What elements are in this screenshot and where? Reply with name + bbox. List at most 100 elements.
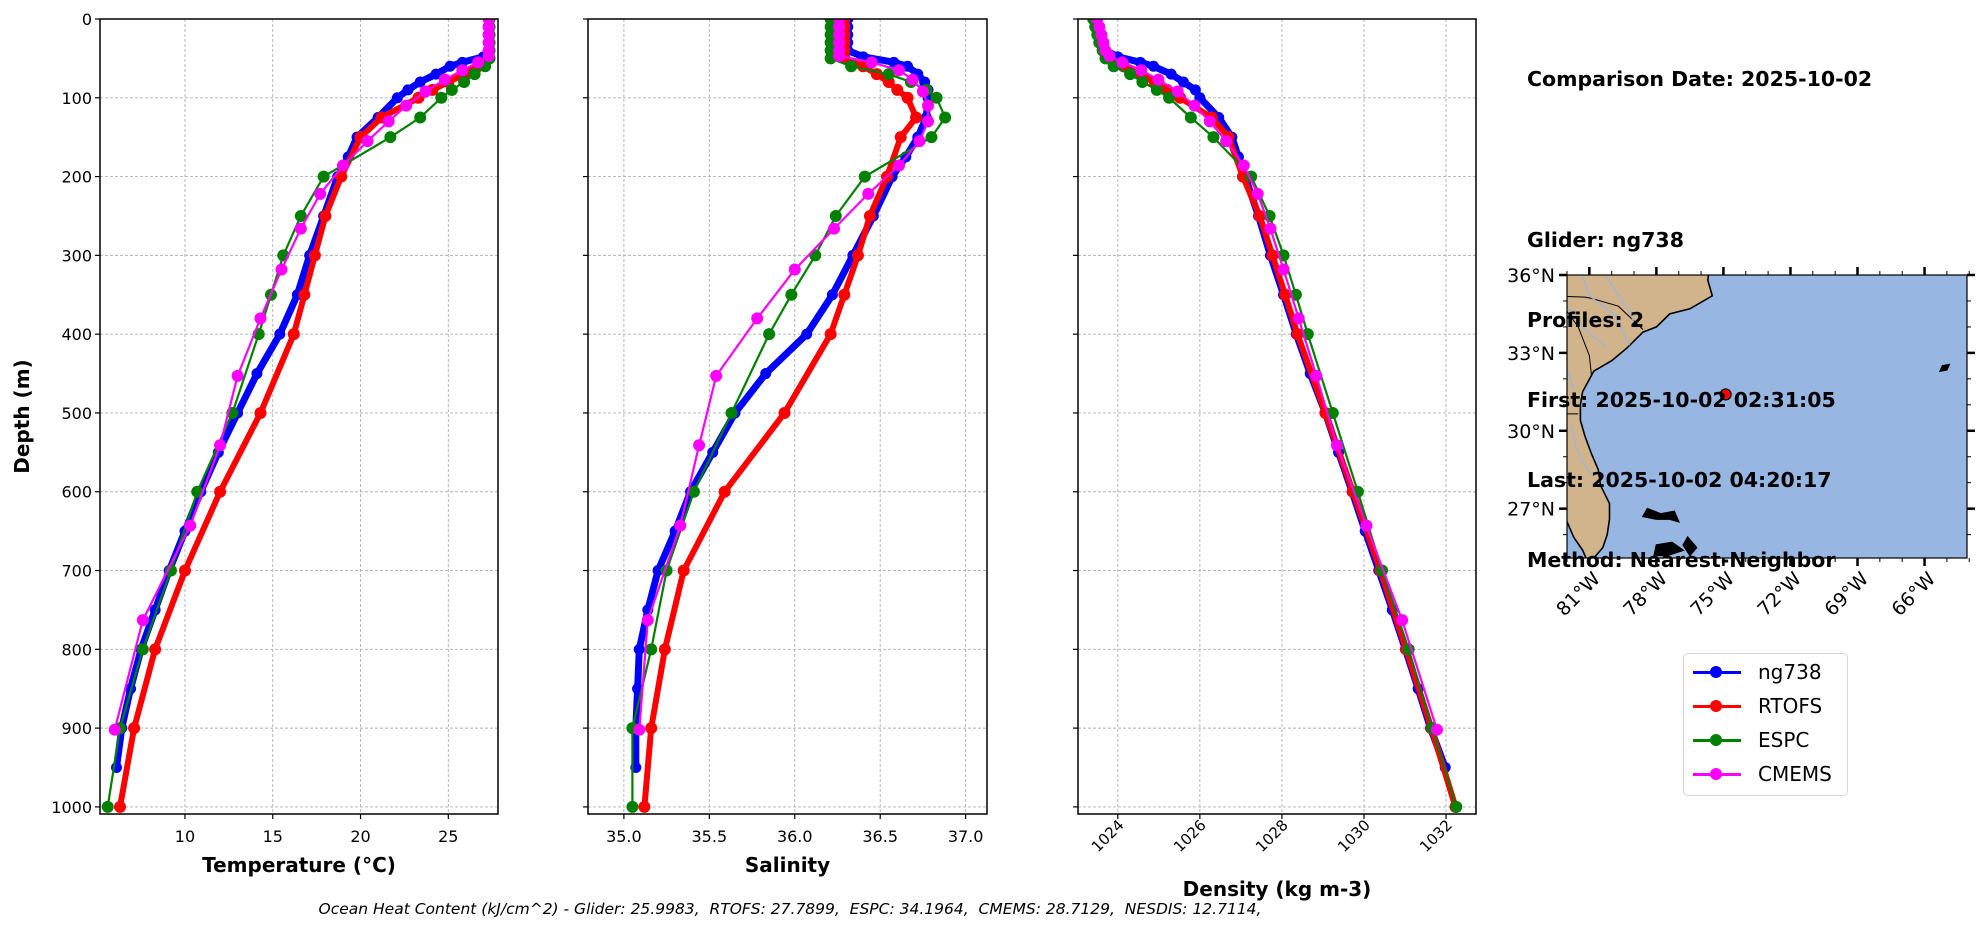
data-point-rtofs	[645, 722, 658, 735]
series-ng738	[1089, 19, 1451, 774]
data-point-ng738	[1177, 76, 1189, 88]
data-point-cmems	[275, 263, 288, 276]
data-point-espc	[1184, 111, 1197, 124]
legend-marker-icon	[1710, 768, 1722, 780]
temperature-series-group	[101, 19, 496, 813]
y-tick-label: 800	[61, 640, 92, 659]
data-point-espc	[414, 111, 427, 124]
interpolation-method: Method: Nearest-Neighbor	[1527, 547, 1836, 572]
data-point-cmems	[862, 187, 875, 200]
data-point-ng738	[826, 289, 838, 301]
x-tick-label: 25	[438, 827, 458, 846]
y-tick-label: 200	[61, 168, 92, 187]
data-point-rtofs	[114, 800, 127, 813]
glider-name: Glider: ng738	[1527, 227, 1684, 252]
data-point-rtofs	[1253, 209, 1266, 222]
y-tick-label: 1000	[51, 798, 92, 817]
data-point-ng738	[251, 368, 263, 380]
data-point-espc	[1124, 68, 1137, 81]
data-point-cmems	[833, 50, 846, 63]
data-point-rtofs	[891, 83, 904, 96]
data-point-espc	[829, 209, 842, 222]
data-point-cmems	[693, 439, 706, 452]
data-point-espc	[1326, 406, 1339, 419]
series-cmems	[1091, 19, 1444, 736]
data-point-rtofs	[658, 643, 671, 656]
y-tick-label: 500	[61, 404, 92, 423]
y-axis-label: Depth (m)	[10, 359, 34, 473]
data-point-cmems	[231, 369, 244, 382]
data-point-rtofs	[298, 288, 311, 301]
data-point-ng738	[430, 68, 442, 80]
data-point-rtofs	[863, 209, 876, 222]
legend-marker-icon	[1710, 734, 1722, 746]
x-tick-label: 1032	[1416, 816, 1456, 856]
x-tick-label: 20	[350, 827, 370, 846]
data-point-rtofs	[894, 131, 907, 144]
data-point-rtofs	[838, 288, 851, 301]
data-point-espc	[925, 131, 938, 144]
legend-label: CMEMS	[1758, 762, 1832, 786]
data-point-cmems	[1103, 50, 1116, 63]
data-point-cmems	[1251, 187, 1264, 200]
data-point-rtofs	[214, 485, 227, 498]
data-point-cmems	[1277, 263, 1290, 276]
glider-location-marker[interactable]	[1719, 388, 1732, 401]
data-point-ng738	[760, 368, 772, 380]
data-point-cmems	[1188, 99, 1201, 112]
x-tick-label: 36.0	[777, 827, 813, 846]
x-tick-label: 37.0	[948, 827, 984, 846]
data-point-rtofs	[287, 328, 300, 341]
data-point-cmems	[751, 312, 764, 325]
state-border	[1567, 311, 1593, 377]
data-point-cmems	[294, 222, 307, 235]
data-point-rtofs	[901, 91, 914, 104]
data-point-cmems	[438, 73, 451, 86]
data-point-espc	[939, 111, 952, 124]
data-point-espc	[468, 68, 481, 81]
latitude-label: 36°N	[1507, 265, 1555, 287]
data-point-cmems	[828, 222, 841, 235]
data-point-rtofs	[718, 485, 731, 498]
data-point-ng738	[414, 76, 426, 88]
data-point-rtofs	[851, 249, 864, 262]
x-tick-label: 10	[175, 827, 195, 846]
axes-frame	[99, 18, 499, 815]
density-panel: 1024 1026 1028 1030 1032 Density (kg m-3)	[1073, 18, 1477, 901]
data-point-cmems	[214, 439, 227, 452]
y-tick-label: 400	[61, 325, 92, 344]
data-point-espc	[785, 288, 798, 301]
land-coastline	[1567, 275, 1714, 558]
data-point-espc	[1163, 91, 1176, 104]
data-point-ng738	[402, 84, 414, 96]
legend: ng738 RTOFS ESPC CMEMS	[1683, 653, 1848, 796]
river	[1570, 425, 1593, 476]
data-point-cmems	[1264, 222, 1277, 235]
x-tick-label: 1030	[1334, 816, 1374, 856]
series-line-cmems	[638, 19, 930, 730]
y-tick-label: 900	[61, 719, 92, 738]
data-point-cmems	[892, 64, 905, 77]
data-point-espc	[294, 209, 307, 222]
legend-item-rtofs: RTOFS	[1684, 692, 1844, 722]
data-point-ng738	[444, 60, 456, 72]
data-point-ng738	[1147, 60, 1159, 72]
series-espc	[101, 19, 496, 813]
data-point-cmems	[361, 135, 374, 148]
data-point-cmems	[136, 614, 149, 627]
data-point-cmems	[1330, 439, 1343, 452]
river	[1567, 368, 1575, 390]
x-tick-label: 36.5	[862, 827, 898, 846]
first-profile-time: First: 2025-10-02 02:31:05	[1527, 387, 1836, 412]
series-ng738	[630, 19, 934, 774]
data-point-espc	[458, 76, 471, 89]
data-point-cmems	[1116, 56, 1129, 69]
data-point-rtofs	[1236, 170, 1249, 183]
data-point-cmems	[922, 99, 935, 112]
data-point-espc	[164, 564, 177, 577]
data-point-cmems	[641, 614, 654, 627]
comparison-date: Comparison Date: 2025-10-02	[1527, 67, 1873, 92]
island	[1682, 535, 1698, 557]
data-point-espc	[191, 485, 204, 498]
data-point-cmems	[1203, 115, 1216, 128]
